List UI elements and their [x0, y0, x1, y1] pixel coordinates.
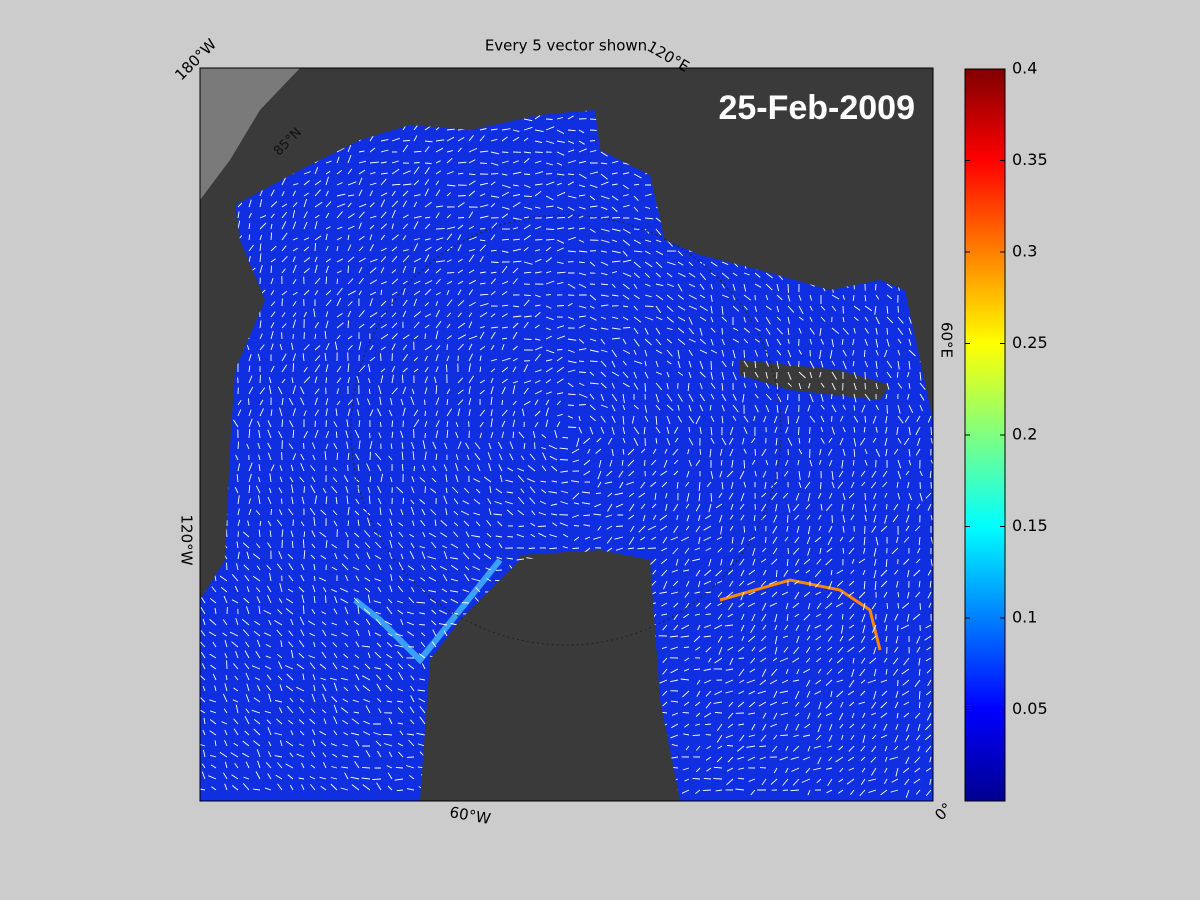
- date-label: 25-Feb-2009: [718, 89, 915, 127]
- colorbar-tick-label: 0.3: [1012, 242, 1037, 261]
- map-title: Every 5 vector shown: [485, 37, 647, 55]
- strait-flow: [353, 558, 503, 665]
- colorbar: 0.05 0.1 0.15 0.2 0.25 0.3 0.35 0.4: [964, 59, 1048, 802]
- novaya-zemlya: [740, 360, 890, 400]
- colorbar-tick-label: 0.2: [1012, 425, 1037, 444]
- longitude-label: 60°E: [938, 322, 956, 358]
- colorbar-gradient: [964, 68, 1006, 802]
- colorbar-tick-label: 0.1: [1012, 608, 1037, 627]
- map-frame: [199, 67, 934, 802]
- fast-flow: [719, 578, 882, 651]
- latitude-circle: [350, 214, 782, 646]
- longitude-label: 120°W: [178, 515, 196, 566]
- longitude-label: 0°: [931, 799, 956, 824]
- colorbar-tick-label: 0.35: [1012, 150, 1048, 169]
- ocean-background: [200, 68, 300, 200]
- longitude-label: 60°W: [448, 803, 492, 828]
- colorbar-tick-label: 0.25: [1012, 333, 1048, 352]
- greenland: [510, 550, 680, 801]
- map-area: [200, 68, 933, 801]
- colorbar-tick-label: 0.4: [1012, 59, 1037, 78]
- colorbar-tick-label: 0.05: [1012, 699, 1048, 718]
- colorbar-tick-label: 0.15: [1012, 516, 1048, 535]
